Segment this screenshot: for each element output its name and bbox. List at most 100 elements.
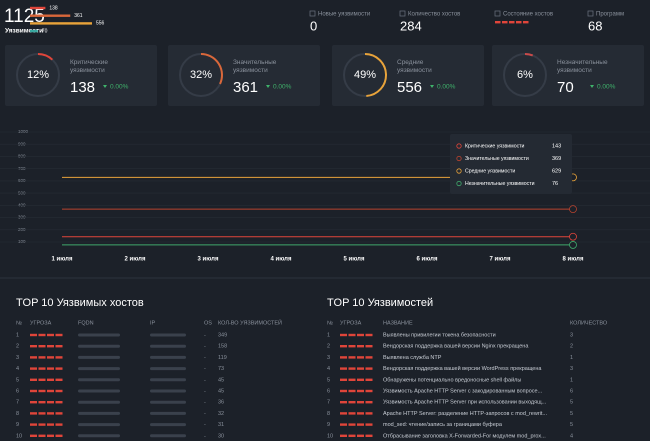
hover-point [570,206,577,213]
threat-dash [39,334,46,336]
row-name: Обнаружены потенциально вредоносные shel… [383,376,521,383]
threat-dash [56,412,63,414]
column-header: НАЗВАНИЕ [383,320,413,326]
row-os: - [204,366,206,372]
mini-bar [30,7,45,9]
row-count: 5 [570,411,573,417]
row-count: 158 [218,344,227,350]
y-tick-label: 400 [18,203,26,208]
card-change: 0.00% [110,84,129,91]
host-state-dash [495,21,501,23]
threat-dash [366,435,373,437]
mini-bar-label: 361 [74,13,83,19]
tooltip-value: 143 [552,143,561,149]
blurred-fqdn [78,356,120,359]
blurred-ip [150,378,186,381]
threat-dash [366,390,373,392]
host-state-dash [509,21,515,23]
stat-value: 68 [588,18,602,33]
row-number: 5 [327,377,330,383]
stat-value: 284 [400,18,422,33]
threat-dash [349,435,356,437]
legend-label: Незначительные уязвимости [465,181,535,187]
row-count: 32 [218,411,224,417]
card [492,45,644,106]
blurred-ip [150,367,186,370]
blurred-ip [150,345,186,348]
row-number: 1 [16,332,19,338]
y-tick-label: 1000 [18,129,29,134]
x-tick-label: 2 июля [125,257,146,263]
row-number: 8 [16,411,19,417]
stat-value: 0 [310,18,317,33]
blurred-fqdn [78,434,120,437]
row-os: - [204,433,206,439]
tooltip-value: 369 [552,156,561,162]
card-change: 0.00% [597,84,616,91]
card-count: 556 [397,79,422,96]
stat-label: Программ [596,12,624,18]
row-number: 8 [327,411,330,417]
card-change: 0.00% [273,84,292,91]
row-number: 2 [327,344,330,350]
threat-dash [357,423,364,425]
threat-dash [357,334,364,336]
threat-dash [340,334,347,336]
row-name: Уязвимость Apache HTTP Server с закодиро… [383,388,543,394]
row-number: 5 [16,377,19,383]
threat-dash [366,379,373,381]
y-tick-label: 800 [18,154,26,159]
row-number: 9 [327,422,330,428]
hover-point [570,233,577,240]
card-count: 70 [557,79,574,96]
threat-dash [357,412,364,414]
row-name: Вендорская поддержка вашей версии Nginx … [383,343,529,350]
threat-dash [47,356,54,358]
threat-dash [357,435,364,437]
threat-dash [349,401,356,403]
row-count: 5 [570,400,573,406]
threat-dash [366,401,373,403]
threat-dash [47,334,54,336]
blurred-fqdn [78,367,120,370]
row-number: 7 [16,400,19,406]
threat-dash [30,356,37,358]
row-number: 6 [16,388,19,394]
threat-dash [340,435,347,437]
row-os: - [204,400,206,406]
row-number: 3 [327,355,330,361]
blurred-ip [150,356,186,359]
threat-dash [56,401,63,403]
row-count: 31 [218,422,224,428]
threat-dash [39,356,46,358]
blurred-fqdn [78,390,120,393]
blurred-ip [150,423,186,426]
column-header: FQDN [78,320,94,326]
row-number: 9 [16,422,19,428]
threat-dash [30,412,37,414]
y-tick-label: 900 [18,141,26,146]
row-count: 119 [218,355,227,361]
blurred-fqdn [78,345,120,348]
row-count: 3 [570,332,573,338]
row-os: - [204,422,206,428]
row-os: - [204,332,206,338]
threat-dash [357,401,364,403]
threat-dash [349,379,356,381]
row-count: 2 [570,344,573,350]
threat-dash [30,345,37,347]
x-tick-label: 1 июля [52,257,73,263]
y-tick-label: 200 [18,227,26,232]
threat-dash [56,345,63,347]
threat-dash [30,390,37,392]
column-header: OS [204,320,212,326]
row-number: 7 [327,400,330,406]
host-state-dash [516,21,522,23]
ring-percent: 12% [27,69,49,81]
row-count: 5 [570,422,573,428]
threat-dash [357,379,364,381]
threat-dash [56,423,63,425]
mini-bar [30,30,38,32]
legend-label: Средние уязвимости [465,168,515,174]
